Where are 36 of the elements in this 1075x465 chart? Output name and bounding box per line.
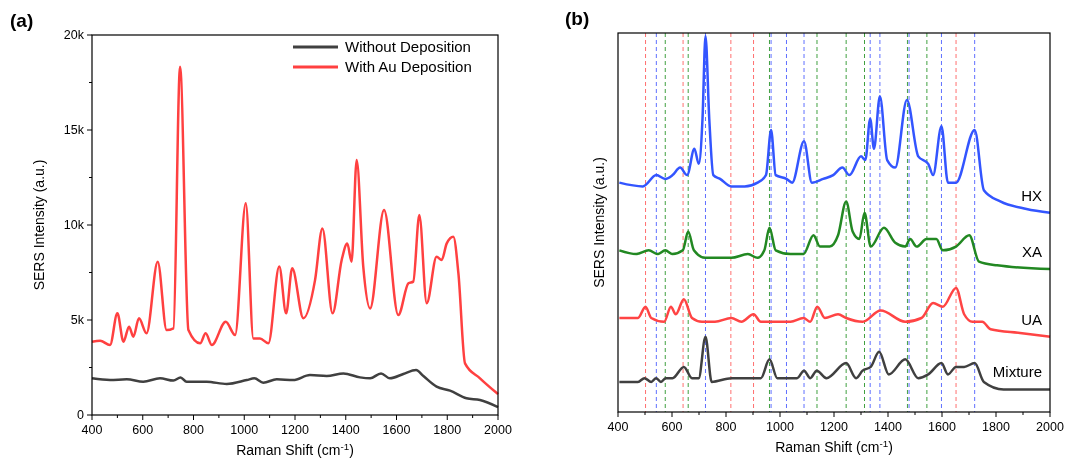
x-tick-label: 1800 (433, 423, 462, 437)
y-tick-label: 0 (77, 408, 85, 422)
x-tick-label: 1400 (874, 420, 902, 434)
x-tick-label: 1000 (766, 420, 794, 434)
y-tick-label: 20k (63, 28, 85, 42)
x-axis-title: Raman Shift (cm$^{-1}$) (775, 437, 893, 455)
y-tick-label: 5k (70, 313, 85, 327)
x-tick-label: 800 (715, 420, 737, 434)
y-tick-label: 10k (63, 218, 85, 232)
x-axis-title: Raman Shift (cm$^{-1}$) (236, 440, 354, 458)
series-label: UA (1021, 310, 1042, 328)
x-tick-label: 1600 (382, 423, 411, 437)
y-axis-title: SERS Intensity (a.u.) (591, 157, 607, 288)
legend-label: With Au Deposition (345, 58, 472, 75)
x-tick-label: 1200 (281, 423, 309, 437)
x-tick-label: 600 (132, 423, 154, 437)
y-tick-label: 15k (63, 123, 85, 137)
x-tick-label: 600 (661, 420, 683, 434)
line-series (90, 368, 500, 409)
x-tick-label: 1600 (928, 420, 956, 434)
series-label: XA (1021, 243, 1042, 261)
x-tick-label: 1800 (982, 420, 1010, 434)
y-axis-title: SERS Intensity (a.u.) (31, 159, 47, 291)
x-tick-label: 400 (81, 423, 103, 437)
x-tick-label: 400 (607, 420, 629, 434)
series-label: HX (1021, 186, 1042, 204)
legend-label: Without Deposition (345, 38, 471, 55)
x-tick-label: 2000 (484, 423, 512, 437)
x-tick-label: 1400 (331, 423, 360, 437)
x-tick-label: 2000 (1036, 420, 1064, 434)
x-tick-label: 1200 (820, 420, 848, 434)
x-tick-label: 800 (183, 423, 204, 437)
x-tick-label: 1000 (230, 423, 259, 437)
series-label: Mixture (992, 363, 1042, 381)
chart-title: (a) (10, 10, 34, 31)
chart-title: (b) (565, 8, 590, 29)
